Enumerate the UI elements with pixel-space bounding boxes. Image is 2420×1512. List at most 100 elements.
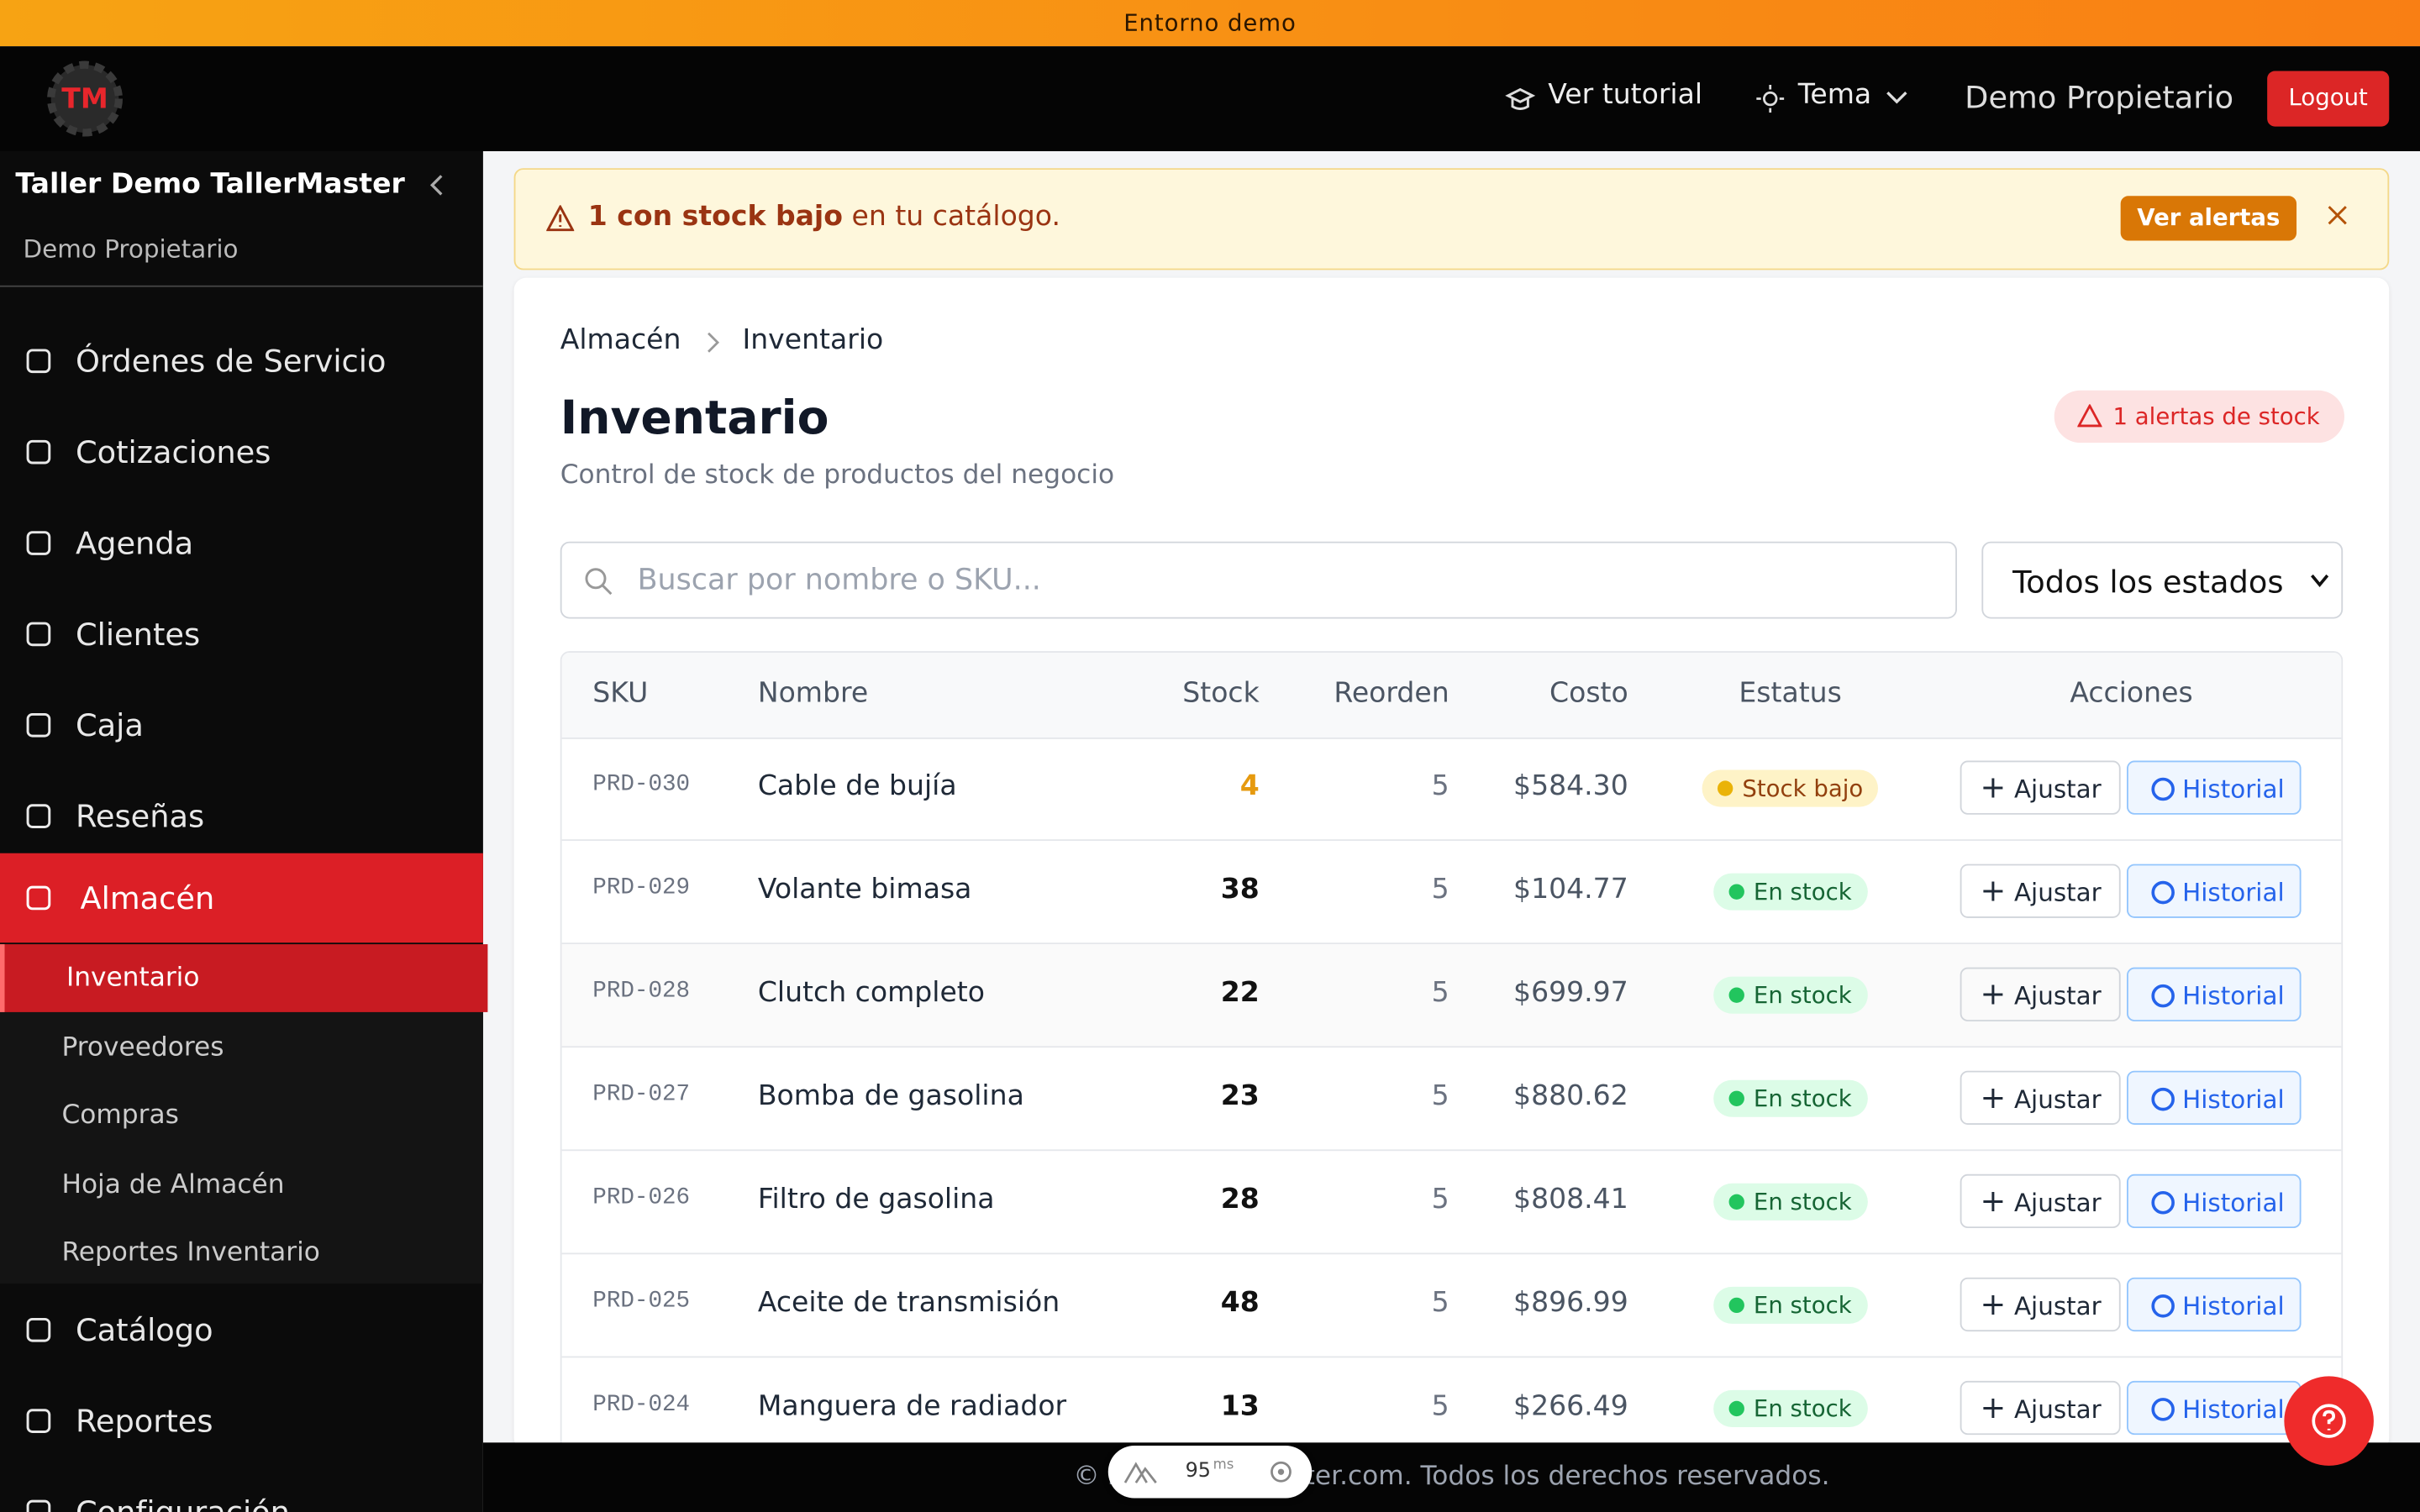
adjust-button[interactable]: + Ajustar — [1960, 1380, 2121, 1436]
nav-item[interactable]: Caja — [0, 680, 483, 770]
sku: PRD-025 — [592, 1288, 691, 1315]
plus-icon: + — [1980, 1389, 2007, 1426]
footer-text: © 2025 TallerMaster.com. Todos los derec… — [1073, 1461, 1830, 1493]
sub-item[interactable]: Reportes Inventario — [0, 1219, 483, 1287]
history-button[interactable]: Historial — [2127, 967, 2302, 1021]
table-row — [561, 738, 2342, 842]
history-button[interactable]: Historial — [2127, 760, 2302, 815]
clock-icon — [2151, 1087, 2175, 1111]
workshop-name: Taller Demo TallerMaster — [15, 168, 405, 201]
nav-item[interactable]: Catálogo — [0, 1285, 483, 1375]
nav-label: Reseñas — [76, 797, 205, 835]
sub-label: Proveedores — [61, 1031, 224, 1063]
inventory-table: SKU Nombre Stock Reorden Costo Estatus Accione… — [560, 651, 2344, 1484]
product-name: Manguera de radiador — [757, 1389, 1067, 1423]
nav-item[interactable]: Reportes — [0, 1376, 483, 1466]
sub-item[interactable]: Proveedores — [0, 1013, 483, 1081]
button-label: Historial — [2182, 1394, 2285, 1425]
adjust-button[interactable]: + Ajustar — [1960, 1173, 2121, 1229]
status-badge: Stock bajo — [1702, 769, 1879, 807]
product-name: Volante bimasa — [757, 873, 972, 906]
theme-menu[interactable]: Tema — [1797, 78, 1872, 112]
submenu: Inventario Proveedores Compras Hoja de Alma… — [0, 944, 488, 1287]
nav-label: Almacén — [80, 879, 215, 917]
adjust-button[interactable]: + Ajustar — [1960, 864, 2121, 918]
sub-item[interactable]: Hoja de Almacén — [0, 1150, 483, 1218]
alerts-button[interactable]: Ver alertas — [2120, 196, 2297, 241]
stock-alert: 1 con stock bajo en tu catálogo. Ver ale… — [513, 168, 2390, 270]
breadcrumb-separator — [708, 332, 720, 353]
status-text: En stock — [1753, 878, 1852, 906]
clock-icon — [2151, 984, 2175, 1008]
sub-label: Compras — [61, 1100, 179, 1131]
stock: 28 — [1220, 1183, 1260, 1216]
reorder: 5 — [1431, 1079, 1449, 1113]
stock: 13 — [1220, 1389, 1260, 1423]
history-button[interactable]: Historial — [2127, 1380, 2302, 1436]
status-badge: En stock — [1713, 976, 1868, 1014]
nav-item[interactable]: Configuración — [0, 1467, 483, 1512]
status-badge: En stock — [1713, 1389, 1868, 1427]
table-row — [561, 841, 2342, 945]
history-button[interactable]: Historial — [2127, 864, 2302, 918]
nav-item[interactable]: Clientes — [0, 590, 483, 680]
nav-icon — [26, 349, 51, 374]
stock-alert-badge[interactable]: 1 alertas de stock — [2054, 390, 2345, 444]
history-button[interactable]: Historial — [2127, 1277, 2302, 1332]
reorder: 5 — [1431, 1286, 1449, 1320]
alert-bold: 1 con stock bajo — [587, 200, 844, 234]
button-label: Historial — [2182, 1291, 2285, 1321]
status-select[interactable]: Todos los estados — [1981, 541, 2344, 619]
product-name: Filtro de gasolina — [757, 1183, 995, 1216]
sku: PRD-027 — [592, 1081, 691, 1108]
history-button[interactable]: Historial — [2127, 1070, 2302, 1125]
nav-item[interactable]: Cotizaciones — [0, 407, 483, 497]
status-badge: En stock — [1713, 1286, 1868, 1324]
nav-item-active[interactable]: Almacén — [0, 853, 483, 943]
button-label: Ajustar — [2013, 878, 2102, 908]
help-button[interactable] — [2284, 1376, 2374, 1466]
nav-icon — [26, 1317, 51, 1342]
status-text: En stock — [1753, 1291, 1852, 1320]
sku: PRD-030 — [592, 771, 691, 798]
breadcrumb-link[interactable]: Almacén — [560, 323, 681, 357]
column-header: Estatus — [1739, 677, 1842, 710]
search-input[interactable]: Buscar por nombre o SKU... — [560, 541, 1957, 619]
cost: $880.62 — [1513, 1079, 1628, 1113]
status-text: En stock — [1753, 981, 1852, 1010]
sku: PRD-029 — [592, 874, 691, 901]
cost: $584.30 — [1513, 769, 1628, 803]
nav-item[interactable]: Agenda — [0, 498, 483, 588]
perf-widget[interactable]: 95 ms — [1107, 1446, 1313, 1499]
adjust-button[interactable]: + Ajustar — [1960, 1070, 2121, 1125]
reorder: 5 — [1431, 873, 1449, 906]
sub-item[interactable]: Compras — [0, 1082, 483, 1150]
nav-label: Clientes — [76, 615, 201, 653]
adjust-button[interactable]: + Ajustar — [1960, 967, 2121, 1021]
tutorial-link[interactable]: Ver tutorial — [1548, 78, 1703, 112]
breadcrumb-current: Inventario — [742, 323, 884, 357]
button-label: Historial — [2182, 878, 2285, 908]
adjust-button[interactable]: + Ajustar — [1960, 1277, 2121, 1332]
demo-banner: Entorno demo — [0, 0, 2420, 47]
nav-item[interactable]: Órdenes de Servicio — [0, 317, 483, 407]
stock: 23 — [1220, 1079, 1260, 1113]
history-button[interactable]: Historial — [2127, 1173, 2302, 1229]
sub-item[interactable]: Inventario — [0, 944, 488, 1012]
nav-icon — [26, 885, 51, 911]
column-header: Acciones — [2070, 677, 2193, 710]
adjust-button[interactable]: + Ajustar — [1960, 760, 2121, 815]
logout-button[interactable]: Logout — [2267, 71, 2390, 127]
nav-label: Caja — [76, 706, 144, 744]
status-dot — [1717, 780, 1733, 796]
sub-label: Hoja de Almacén — [61, 1168, 285, 1200]
clock-icon — [2151, 777, 2175, 801]
nav-item[interactable]: Reseñas — [0, 771, 483, 861]
clock-icon — [2151, 1190, 2175, 1215]
close-button[interactable] — [2328, 205, 2348, 225]
collapse-button[interactable] — [426, 173, 448, 197]
table-row — [561, 1254, 2342, 1358]
status-dot — [1728, 1194, 1744, 1210]
divider — [0, 285, 483, 287]
help-icon — [2312, 1404, 2346, 1438]
